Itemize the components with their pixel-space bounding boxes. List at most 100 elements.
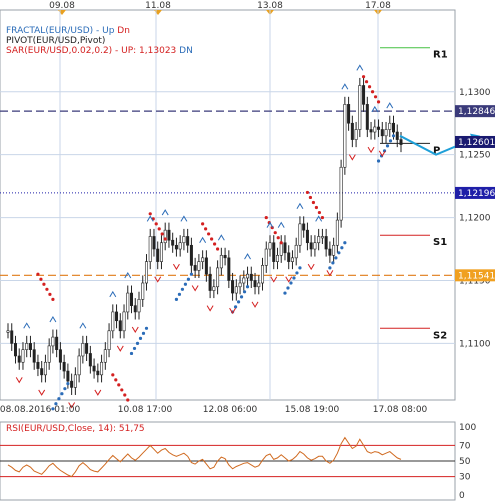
- sar-dot: [51, 297, 55, 301]
- fractal-down-marker: [116, 345, 124, 352]
- candle-body: [320, 236, 324, 239]
- fractal-down-marker: [206, 305, 214, 312]
- candle-body: [148, 236, 152, 262]
- sar-dot: [385, 144, 390, 148]
- sar-dot: [163, 237, 167, 241]
- sar-dot: [331, 261, 335, 265]
- bottom-date-label: 10.08 17:00: [118, 405, 173, 415]
- candle-body: [272, 242, 276, 262]
- bottom-date-label: 12.08 06:00: [203, 405, 258, 415]
- level-tag-bg: [455, 105, 495, 118]
- sar-dot: [189, 272, 193, 276]
- bottom-date-label: 15.08 19:00: [285, 405, 340, 415]
- candle-body: [261, 265, 265, 284]
- fractal-up-marker: [244, 253, 251, 260]
- sar-dots: [36, 75, 396, 411]
- candle-body: [246, 273, 250, 279]
- sar-dot: [273, 231, 277, 235]
- sar-dot: [36, 272, 40, 276]
- candle-body: [70, 380, 74, 388]
- level-tag-label: 1,12601: [458, 138, 495, 148]
- candle-body: [197, 261, 201, 271]
- sar-dot: [320, 215, 324, 220]
- candle-body: [279, 242, 283, 256]
- sar-dot: [337, 251, 341, 255]
- candle-body: [32, 349, 36, 363]
- candle-body: [212, 286, 216, 291]
- sar-dot: [114, 378, 118, 382]
- candle-body: [88, 353, 92, 367]
- candle-body: [238, 282, 242, 288]
- candle-body: [268, 242, 272, 250]
- indicator-legend-part: DN: [179, 46, 193, 56]
- level-tag-bg: [455, 186, 495, 199]
- candle-body: [103, 349, 107, 363]
- fractal-down-marker: [229, 307, 236, 315]
- sar-dot: [126, 398, 130, 402]
- price-axis: 1,1100 1,1150 1,1200 1,1250 1,1300: [459, 88, 491, 350]
- candle-body: [384, 129, 388, 137]
- sar-dot: [45, 287, 49, 291]
- sar-dot: [210, 237, 214, 241]
- level-tag-bg: [455, 135, 495, 148]
- sar-dot: [48, 292, 52, 296]
- candle-body: [81, 343, 85, 357]
- candle-body: [231, 280, 235, 294]
- indicator-legend-part: FRACTAL(EUR/USD) -: [6, 26, 102, 36]
- candle-body: [133, 305, 137, 313]
- candle-body: [223, 255, 227, 259]
- sar-dot: [311, 200, 316, 205]
- rsi-line: [7, 436, 402, 478]
- sar-dot: [236, 300, 241, 304]
- bottom-date-axis: 08.08.2016 01:00 10.08 17:00 12.08 06:00 15…: [0, 405, 428, 415]
- sar-dot: [42, 282, 46, 286]
- candle-body: [130, 292, 134, 306]
- candle-body: [36, 361, 40, 369]
- sar-dot: [54, 402, 58, 406]
- indicator-legend: FRACTAL(EUR/USD) - Up DnPIVOT(EUR/USD,Pi…: [6, 26, 193, 56]
- candle-body: [395, 131, 399, 140]
- candle-body: [28, 343, 32, 350]
- fractal-down-marker: [154, 276, 162, 283]
- sar-dot: [233, 305, 238, 309]
- sar-dot: [334, 256, 338, 260]
- candle-body: [186, 236, 190, 246]
- sar-dot: [376, 100, 381, 104]
- candle-body: [388, 122, 392, 130]
- candle-body: [358, 85, 362, 130]
- sar-dot: [305, 190, 310, 195]
- fractal-up-marker: [315, 215, 323, 222]
- top-date-label: 17.08: [365, 1, 391, 11]
- indicator-legend-line: FRACTAL(EUR/USD) - Up Dn: [6, 26, 130, 36]
- candle-body: [43, 361, 47, 376]
- candle-body: [219, 255, 223, 269]
- candle-body: [339, 166, 343, 221]
- horizontal-gridlines: [0, 91, 455, 344]
- candle-body: [25, 343, 29, 350]
- main-plot-area: [0, 9, 456, 401]
- fractal-up-marker: [277, 221, 285, 228]
- candle-body: [152, 236, 156, 250]
- sar-dot: [292, 276, 296, 280]
- sar-dot: [364, 80, 369, 84]
- sar-dot: [183, 282, 188, 286]
- indicator-legend-line: PIVOT(EUR/USD,Pivot): [6, 36, 105, 46]
- fractal-down-marker: [131, 326, 139, 334]
- sar-dot: [123, 393, 127, 397]
- candle-body: [55, 336, 59, 350]
- candle-body: [208, 273, 212, 291]
- fractal-down-marker: [307, 263, 315, 271]
- candle-body: [249, 273, 253, 281]
- sar-dot: [373, 95, 378, 99]
- sar-dot: [343, 241, 347, 245]
- sar-dot: [63, 387, 67, 391]
- candle-body: [13, 343, 17, 357]
- candle-body: [264, 248, 268, 266]
- candle-body: [302, 223, 306, 231]
- rsi-levels: 100 70 50 30 0: [0, 423, 476, 501]
- candle-body: [73, 374, 77, 388]
- fractal-down-marker: [15, 377, 23, 384]
- sar-dot: [276, 236, 280, 240]
- candle-body: [107, 330, 111, 350]
- candle-body: [309, 242, 313, 250]
